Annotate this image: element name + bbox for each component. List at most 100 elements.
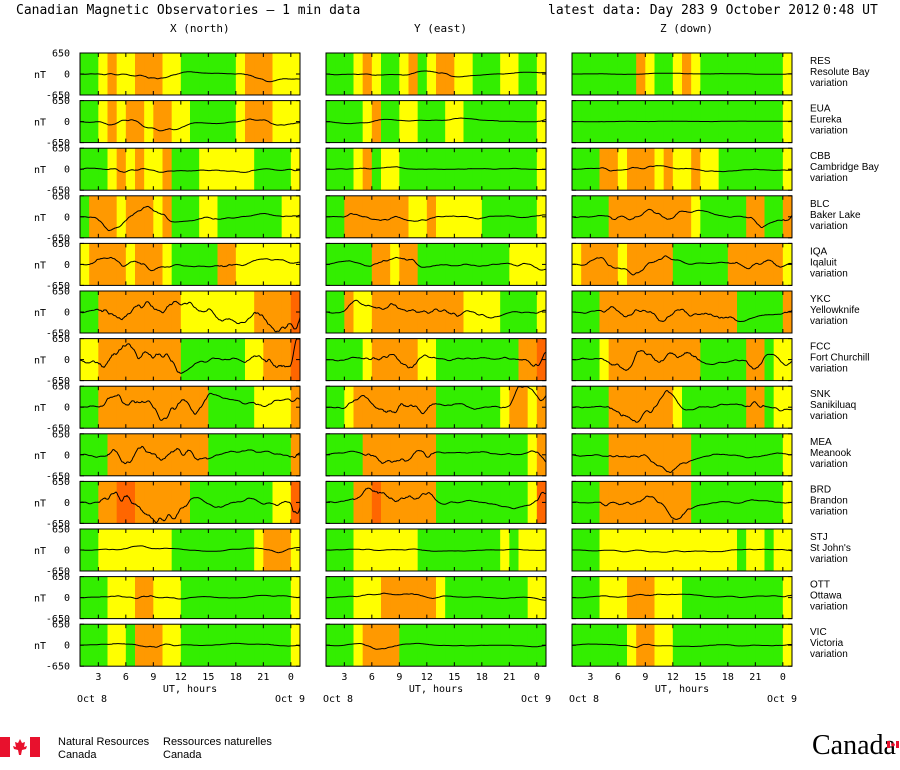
y-axis-label-nt: nT	[34, 356, 46, 367]
activity-band-ott-1-13	[445, 576, 455, 619]
activity-band-ykc-2-6	[627, 291, 637, 333]
activity-band-cbb-2-16	[718, 148, 729, 191]
activity-band-ott-2-5	[617, 576, 628, 619]
station-variation-brd: variation	[810, 506, 848, 517]
x-tick-label: 3	[95, 672, 101, 683]
activity-band-snk-2-10	[663, 386, 674, 429]
activity-band-eua-1-17	[481, 100, 492, 143]
activity-band-fcc-0-0	[80, 338, 90, 381]
activity-band-ykc-1-18	[491, 291, 501, 333]
activity-band-ykc-0-18	[245, 291, 255, 333]
date-label-end: Oct 9	[521, 694, 551, 705]
activity-band-ott-0-4	[116, 576, 127, 619]
activity-band-brd-0-3	[107, 481, 118, 524]
activity-band-res-0-13	[199, 53, 209, 95]
station-name-ykc: Yellowknife	[810, 305, 860, 316]
activity-band-fcc-2-13	[691, 338, 701, 381]
activity-band-fcc-2-5	[617, 338, 628, 381]
trace-ott-z	[572, 593, 793, 599]
activity-band-vic-1-21	[518, 624, 529, 667]
y-tick-label: 0	[64, 403, 70, 414]
activity-band-res-1-13	[445, 53, 455, 95]
activity-band-fcc-1-16	[472, 338, 483, 381]
activity-band-vic-0-18	[245, 624, 255, 667]
activity-band-snk-1-7	[390, 386, 400, 429]
activity-band-cbb-0-15	[217, 148, 228, 191]
activity-band-brd-2-21	[764, 481, 775, 524]
y-tick-label: -650	[46, 233, 70, 244]
activity-band-res-1-21	[518, 53, 529, 95]
activity-band-mea-2-19	[746, 433, 756, 476]
activity-band-blc-1-8	[399, 195, 409, 238]
trace-blc-y	[326, 212, 547, 222]
activity-band-blc-0-16	[226, 195, 237, 238]
y-tick-label: 0	[64, 212, 70, 223]
activity-band-blc-0-7	[144, 195, 154, 238]
activity-band-res-0-9	[162, 53, 173, 95]
activity-band-blc-2-15	[709, 195, 720, 238]
activity-band-brd-2-3	[599, 481, 610, 524]
activity-band-mea-2-10	[663, 433, 674, 476]
activity-band-blc-0-21	[272, 195, 283, 238]
station-variation-iqa: variation	[810, 268, 848, 279]
trace-ott-y	[326, 592, 546, 601]
activity-band-iqa-2-13	[691, 243, 701, 286]
activity-band-brd-2-10	[663, 481, 674, 524]
station-code-vic: VIC	[810, 627, 827, 638]
activity-band-snk-0-11	[180, 386, 191, 429]
activity-band-eua-1-12	[436, 100, 446, 143]
activity-band-vic-1-8	[399, 624, 409, 667]
activity-band-res-1-12	[436, 53, 446, 95]
activity-band-ykc-1-21	[518, 291, 529, 333]
x-tick-label: 0	[288, 672, 294, 683]
trace-fcc-y	[325, 351, 547, 369]
activity-band-ykc-2-2	[590, 291, 600, 333]
trace-ott-x	[80, 594, 301, 600]
activity-band-vic-2-1	[581, 624, 591, 667]
activity-band-mea-2-14	[700, 433, 710, 476]
activity-band-brd-2-19	[746, 481, 756, 524]
activity-band-brd-0-12	[190, 481, 200, 524]
station-name-snk: Sanikiluaq	[810, 400, 856, 411]
activity-band-eua-0-13	[199, 100, 209, 143]
activity-band-ott-2-12	[682, 576, 692, 619]
activity-band-eua-1-7	[390, 100, 400, 143]
activity-band-blc-2-4	[608, 195, 619, 238]
activity-band-iqa-1-20	[509, 243, 519, 286]
activity-band-mea-1-22	[527, 433, 538, 476]
activity-band-cbb-0-13	[199, 148, 209, 191]
activity-band-mea-0-16	[226, 433, 237, 476]
activity-band-ott-2-19	[746, 576, 756, 619]
activity-band-blc-2-6	[627, 195, 637, 238]
activity-band-iqa-0-14	[208, 243, 218, 286]
activity-band-stj-0-6	[135, 529, 145, 571]
activity-band-vic-0-3	[107, 624, 118, 667]
station-code-eua: EUA	[810, 104, 831, 115]
activity-band-eua-0-14	[208, 100, 218, 143]
activity-band-iqa-1-8	[399, 243, 409, 286]
activity-band-blc-2-8	[645, 195, 655, 238]
activity-band-ott-1-12	[436, 576, 446, 619]
activity-band-ykc-0-12	[190, 291, 200, 333]
station-name-res: Resolute Bay	[810, 67, 869, 78]
y-tick-label: 0	[64, 593, 70, 604]
activity-band-vic-0-15	[217, 624, 228, 667]
activity-band-ykc-0-1	[89, 291, 99, 333]
activity-band-iqa-1-6	[381, 243, 391, 286]
activity-band-iqa-2-9	[654, 243, 665, 286]
activity-band-cbb-1-7	[390, 148, 400, 191]
trace-vic-y	[326, 642, 547, 650]
activity-band-eua-0-12	[190, 100, 200, 143]
y-tick-label: -650	[46, 186, 70, 197]
activity-band-stj-1-2	[344, 529, 354, 571]
activity-band-ott-1-19	[500, 576, 510, 619]
activity-band-iqa-0-6	[135, 243, 145, 286]
activity-band-ykc-1-6	[381, 291, 391, 333]
activity-band-iqa-0-21	[272, 243, 283, 286]
activity-band-mea-1-13	[445, 433, 455, 476]
activity-band-blc-0-23	[290, 195, 301, 238]
activity-band-mea-2-0	[572, 433, 582, 476]
activity-band-blc-0-10	[171, 195, 182, 238]
trace-eua-x	[79, 118, 301, 132]
activity-band-blc-0-22	[281, 195, 292, 238]
